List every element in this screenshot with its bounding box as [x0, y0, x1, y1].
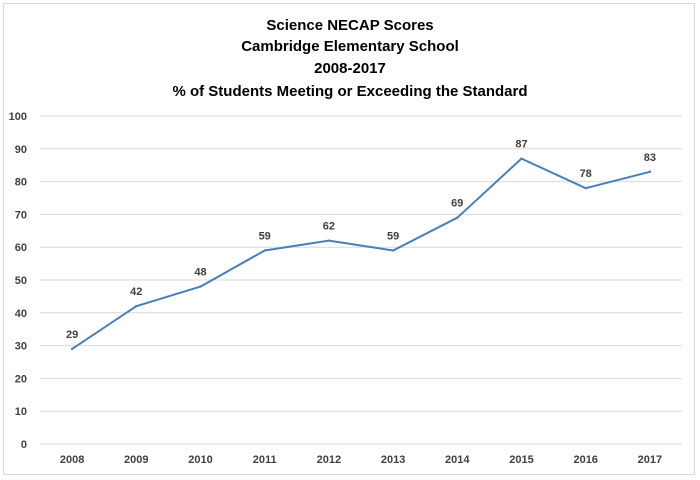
chart-title: Science NECAP Scores Cambridge Elementar…: [172, 17, 527, 100]
x-tick-label: 2009: [124, 454, 148, 466]
data-point: [584, 186, 587, 190]
y-tick-label: 30: [15, 341, 27, 353]
y-tick-label: 0: [21, 439, 27, 451]
series-line: [71, 157, 651, 350]
x-tick-label: 2015: [509, 454, 533, 466]
x-tick-label: 2010: [188, 454, 212, 466]
data-point: [263, 249, 266, 252]
chart-title-line-4: % of Students Meeting or Exceeding the S…: [172, 83, 527, 100]
data-label: 59: [259, 230, 271, 242]
data-point: [135, 305, 138, 308]
data-label: 62: [323, 221, 335, 233]
data-label: 29: [66, 329, 78, 341]
y-tick-label: 50: [15, 275, 27, 287]
x-tick-label: 2013: [381, 454, 405, 466]
chart-title-line-2: Cambridge Elementary School: [241, 38, 459, 55]
data-label: 83: [644, 152, 656, 164]
data-label: 42: [130, 286, 142, 298]
data-label: 87: [515, 139, 527, 151]
data-point: [520, 157, 523, 160]
y-tick-label: 90: [15, 144, 27, 156]
y-tick-label: 60: [15, 242, 27, 254]
chart-frame: [3, 3, 695, 475]
data-point: [327, 239, 331, 242]
x-tick-label: 2014: [445, 454, 470, 466]
y-tick-label: 40: [15, 308, 27, 320]
x-tick-label: 2016: [573, 454, 597, 466]
x-axis-tick-labels: 2008 2009 2010 2011 2012 2013 2014 2015 2016 2017: [60, 454, 662, 466]
data-label: 69: [451, 198, 463, 210]
x-tick-label: 2008: [60, 454, 84, 466]
data-point: [456, 216, 459, 219]
data-labels: 29 42 48 59 62 59 69 87 78 83: [66, 139, 656, 341]
data-point: [199, 285, 202, 288]
data-point: [391, 249, 395, 252]
y-axis-tick-labels: 0 10 20 30 40 50 60 70 80 90 100: [9, 111, 27, 451]
y-tick-label: 20: [15, 373, 27, 385]
data-label: 59: [387, 230, 399, 242]
chart-title-line-1: Science NECAP Scores: [266, 17, 433, 34]
data-label: 78: [580, 168, 592, 180]
data-series: [70, 157, 652, 351]
x-tick-label: 2012: [317, 454, 341, 466]
y-tick-label: 100: [9, 111, 27, 123]
data-point: [70, 347, 74, 351]
y-tick-label: 10: [15, 406, 27, 418]
y-tick-label: 70: [15, 209, 27, 221]
data-point: [648, 170, 652, 173]
gridlines: [40, 115, 682, 445]
data-label: 48: [194, 267, 206, 279]
x-tick-label: 2017: [638, 454, 662, 466]
chart-title-line-3: 2008-2017: [314, 60, 386, 77]
x-tick-label: 2011: [253, 454, 277, 466]
y-tick-label: 80: [15, 177, 27, 189]
